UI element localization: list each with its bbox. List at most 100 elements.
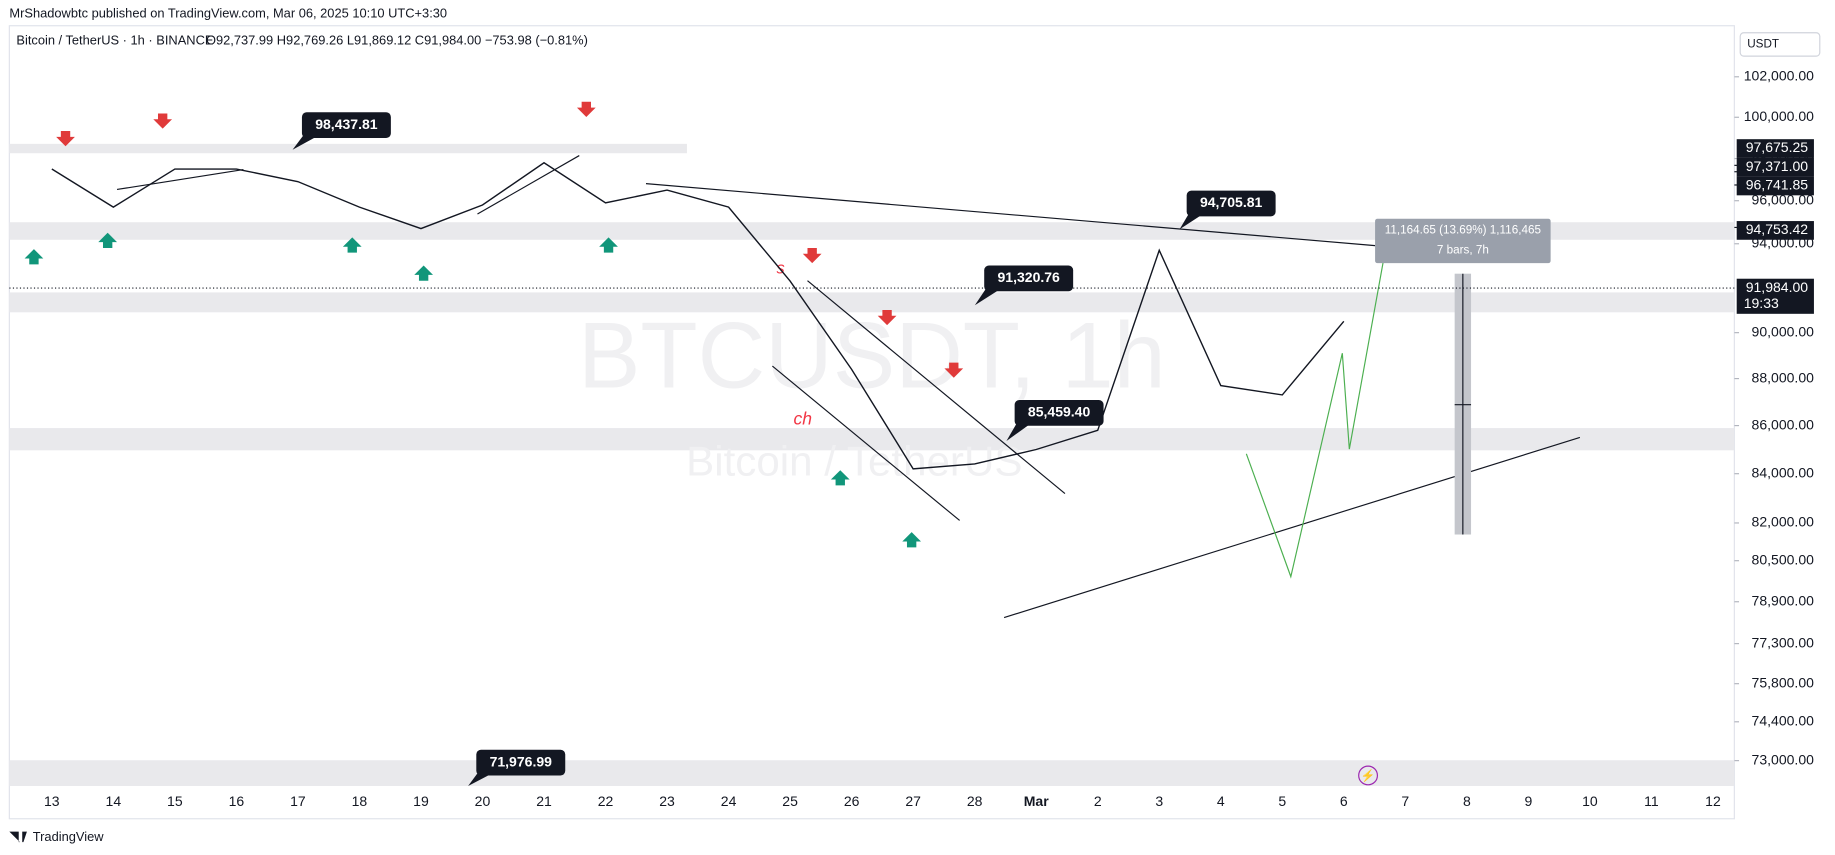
measure-text: 11,164.65 (13.69%) 1,116,465 xyxy=(1385,224,1542,237)
callout: 91,320.76 xyxy=(997,269,1060,285)
y-tick-label: 73,000.00 xyxy=(1752,751,1815,767)
projection xyxy=(1245,254,1386,579)
y-tick-label: 74,400.00 xyxy=(1752,713,1815,729)
y-tick-label: 90,000.00 xyxy=(1752,323,1815,339)
buy-arrow xyxy=(98,232,118,248)
zone xyxy=(9,222,1735,240)
x-tick-label: 9 xyxy=(1524,793,1532,809)
event-icon[interactable] xyxy=(1358,765,1379,786)
measure-box xyxy=(1375,218,1551,264)
countdown: 19:33 xyxy=(1744,295,1779,311)
pane xyxy=(8,25,1735,820)
label: s xyxy=(776,259,784,277)
y-tick-label: 102,000.00 xyxy=(1744,67,1814,83)
price-marker: 97,371.00 xyxy=(1746,158,1809,174)
sell-arrow xyxy=(56,130,75,147)
callout: 94,705.81 xyxy=(1200,194,1263,210)
x-tick-label: 7 xyxy=(1401,793,1409,809)
trend-line xyxy=(1003,436,1581,619)
price-marker: 94,753.42 xyxy=(1746,221,1809,237)
published: MrShadowbtc published on TradingView.com… xyxy=(9,5,447,20)
x-tick-label: 21 xyxy=(536,793,552,809)
y-tick-label: 86,000.00 xyxy=(1752,416,1815,432)
zone xyxy=(9,292,1735,313)
y-tick-label: 82,000.00 xyxy=(1752,514,1815,530)
y-tick-label: 88,000.00 xyxy=(1752,369,1815,385)
x-tick-label: 15 xyxy=(167,793,183,809)
callout: 85,459.40 xyxy=(1028,404,1091,420)
x-tick-label: 14 xyxy=(106,793,122,809)
callout-box xyxy=(984,265,1074,292)
buy-arrow xyxy=(902,532,922,548)
x-tick-label: 23 xyxy=(659,793,675,809)
x-tick-label: 8 xyxy=(1463,793,1471,809)
x-tick-label: 26 xyxy=(844,793,860,809)
x-tick-label: 20 xyxy=(475,793,491,809)
zone xyxy=(9,428,1735,451)
sell-arrow xyxy=(877,309,897,326)
price-marker-box xyxy=(1736,221,1814,240)
last-price: 91,984.00 xyxy=(1746,279,1809,295)
x-tick-label: 11 xyxy=(1644,793,1659,809)
price-line xyxy=(51,161,1345,470)
sell-arrow xyxy=(576,101,596,117)
buy-arrow xyxy=(414,265,434,281)
y-tick-label: 75,800.00 xyxy=(1752,674,1815,690)
x-tick-label: 17 xyxy=(290,793,306,809)
x-tick-label: 13 xyxy=(44,793,60,809)
price-marker-box xyxy=(1736,139,1814,158)
watermark-subtitle: Bitcoin / TetherUS xyxy=(686,437,1022,484)
sell-arrow xyxy=(802,247,822,264)
ohlc: O92,737.99 H92,769.26 L91,869.12 C91,984… xyxy=(206,32,588,47)
x-tick-label: 25 xyxy=(782,793,798,809)
price-marker: 97,675.25 xyxy=(1746,139,1809,155)
y-tick-label: 80,500.00 xyxy=(1752,551,1815,567)
x-tick-label: 18 xyxy=(352,793,368,809)
zone xyxy=(9,760,1735,786)
currency-button[interactable] xyxy=(1739,32,1821,57)
trend-line xyxy=(116,169,244,191)
price-marker-box xyxy=(1736,157,1814,177)
last-price-box xyxy=(1736,278,1814,314)
event-icon-glyph: ⚡ xyxy=(1361,769,1376,783)
x-tick-label: 5 xyxy=(1278,793,1286,809)
brand: TradingView xyxy=(33,829,104,844)
trend-line xyxy=(645,183,1376,247)
x-tick-label: 12 xyxy=(1705,793,1721,809)
trend-line xyxy=(477,155,580,215)
x-tick-label: 3 xyxy=(1155,793,1163,809)
x-tick-label: 10 xyxy=(1582,793,1598,809)
x-tick-label: 22 xyxy=(598,793,614,809)
x-tick-label: Mar xyxy=(1024,793,1049,809)
trend-lines xyxy=(116,155,1581,619)
x-tick-label: 4 xyxy=(1217,793,1225,809)
watermark: BTCUSDT, 1h xyxy=(578,302,1166,407)
y-tick-label: 77,300.00 xyxy=(1752,634,1815,650)
x-tick-label: 24 xyxy=(721,793,737,809)
callout-box xyxy=(476,749,566,776)
y-tick-label: 96,000.00 xyxy=(1752,191,1815,207)
trend-line xyxy=(772,365,961,521)
price-marker-box xyxy=(1736,176,1814,196)
x-tick-label: 28 xyxy=(967,793,983,809)
label: ch xyxy=(794,409,813,429)
symbol: Bitcoin / TetherUS · 1h · BINANCE xyxy=(16,32,213,47)
trend-line xyxy=(807,280,1066,495)
callout: 98,437.81 xyxy=(315,116,378,132)
y-tick-label: 78,900.00 xyxy=(1752,592,1815,608)
x-tick-label: 19 xyxy=(413,793,429,809)
y-tick-label: 100,000.00 xyxy=(1744,108,1814,124)
buy-arrow xyxy=(830,470,850,486)
sell-arrow xyxy=(153,113,173,129)
brand-logo xyxy=(9,831,27,843)
x-tick-label: 6 xyxy=(1340,793,1348,809)
price-marker: 96,741.85 xyxy=(1746,177,1809,193)
x-tick-label: 2 xyxy=(1094,793,1102,809)
currency: USDT xyxy=(1747,38,1779,51)
buy-arrow xyxy=(342,237,362,253)
callout-box xyxy=(1186,190,1276,217)
x-tick-label: 16 xyxy=(229,793,245,809)
callout-box xyxy=(301,112,391,139)
